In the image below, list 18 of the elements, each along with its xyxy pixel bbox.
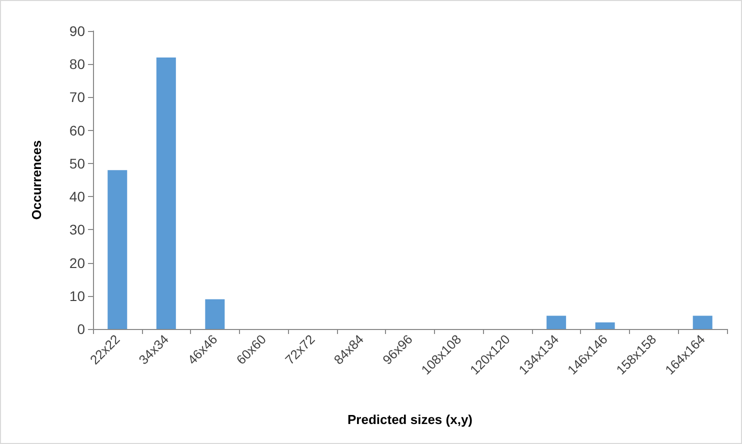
y-tick-label: 30 <box>69 222 86 238</box>
y-tick-label: 70 <box>69 89 86 106</box>
y-tick-label: 0 <box>77 321 86 337</box>
bar <box>108 170 128 329</box>
bar <box>156 57 176 329</box>
bar <box>595 322 615 329</box>
bar <box>692 316 712 329</box>
y-tick-label: 20 <box>69 254 86 271</box>
y-tick-label: 90 <box>69 23 86 39</box>
y-tick-label: 60 <box>69 122 86 138</box>
bar <box>205 299 225 329</box>
y-tick-label: 50 <box>69 155 86 172</box>
y-axis-title: Occurrences <box>29 140 44 220</box>
y-tick-label: 10 <box>69 288 86 304</box>
y-tick-label: 40 <box>69 188 86 205</box>
bar <box>546 316 566 329</box>
x-axis-title: Predicted sizes (x,y) <box>348 412 472 427</box>
y-tick-label: 80 <box>69 56 86 72</box>
